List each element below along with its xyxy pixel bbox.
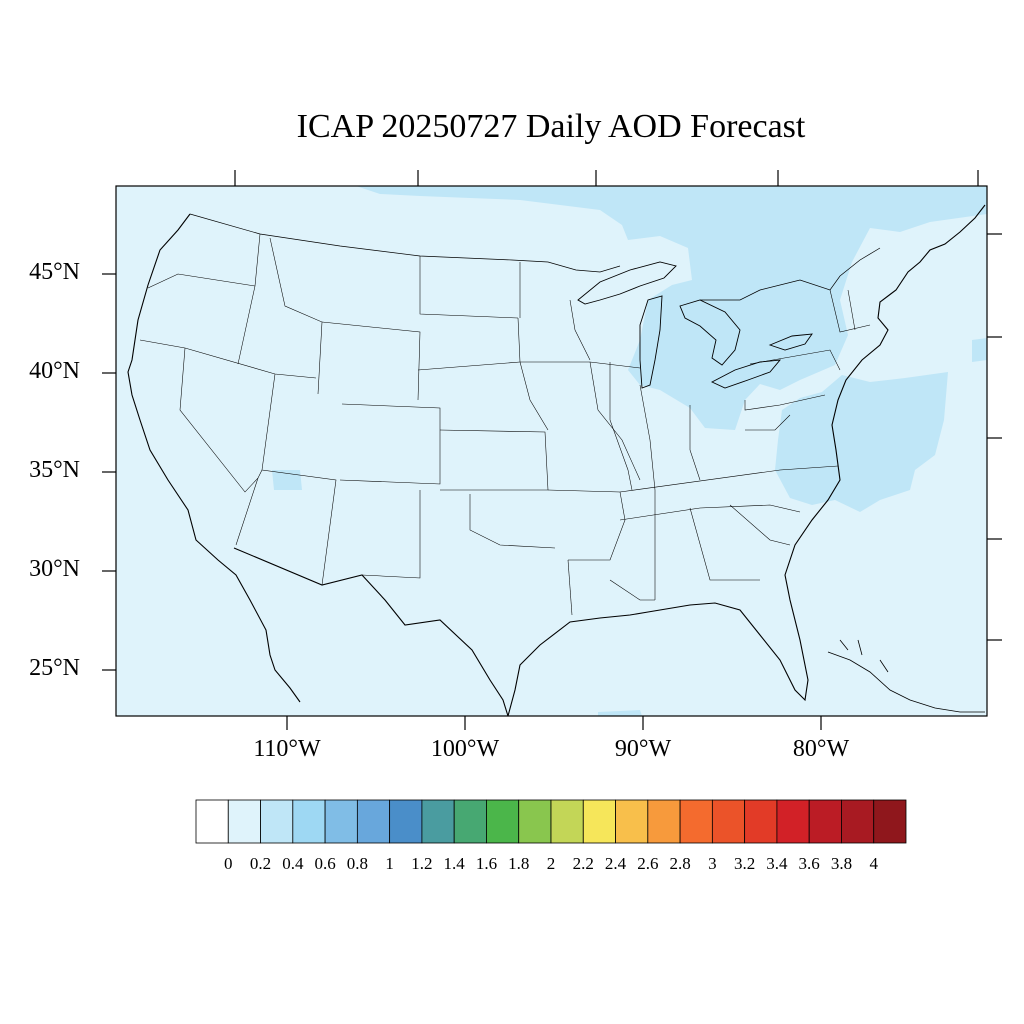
- us-coastline: [127, 204, 986, 716]
- colorbar-box: [518, 799, 552, 844]
- state-boundaries: [127, 204, 986, 716]
- colorbar-box: [776, 799, 810, 844]
- lake-michigan: [639, 295, 663, 389]
- frame-tick-marks: [102, 170, 1002, 730]
- colorbar-box: [679, 799, 713, 844]
- aod-region-arizona: [272, 470, 302, 490]
- colorbar-tick-label: 1.6: [475, 854, 498, 873]
- colorbar-box: [647, 799, 681, 844]
- lon-tick-label: 110°W: [253, 736, 321, 762]
- lon-tick-label: 90°W: [614, 736, 672, 762]
- colorbar-tick-label: 1: [385, 854, 394, 873]
- lat-tick-label: 25°N: [29, 655, 80, 681]
- colorbar-tick-label: 2: [546, 854, 556, 873]
- colorbar-box: [195, 799, 229, 844]
- cuba-outline: [827, 651, 985, 713]
- lat-tick-label: 40°N: [29, 358, 80, 384]
- colorbar-tick-label: 3.2: [734, 854, 756, 873]
- canada-border: [189, 213, 881, 301]
- colorbar-box: [453, 799, 487, 844]
- aod-region-gulf-south: [598, 710, 642, 716]
- aod-region-offshore-ne: [972, 338, 987, 362]
- colorbar-box: [550, 799, 584, 844]
- colorbar-tick-label: 0.4: [282, 854, 304, 873]
- lake-ontario: [768, 333, 813, 351]
- lat-tick-label: 35°N: [29, 457, 80, 483]
- lake-huron: [679, 299, 741, 366]
- lake-erie: [710, 359, 782, 389]
- bahamas-outline: [839, 639, 889, 673]
- colorbar-tick-label: 2.6: [637, 854, 659, 873]
- colorbar-box: [356, 799, 391, 844]
- colorbar-tick-label: 2.8: [669, 854, 691, 873]
- colorbar-tick-label: 0.6: [314, 854, 336, 873]
- colorbar-tick-label: 1.2: [411, 854, 433, 873]
- aod-region-mid-atlantic: [775, 372, 948, 512]
- colorbar-tick-label: 3.6: [798, 854, 820, 873]
- aod-shading-layer: [272, 186, 987, 716]
- colorbar-box: [227, 799, 261, 844]
- colorbar-tick-label: 0.8: [346, 854, 368, 873]
- map-frame: [115, 185, 988, 717]
- colorbar-box: [744, 799, 778, 844]
- colorbar-box: [582, 799, 616, 844]
- colorbar-tick-label: 1.8: [508, 854, 530, 873]
- lake-superior: [577, 261, 677, 305]
- colorbar-tick-label: 1.4: [443, 854, 465, 873]
- lon-tick-label: 100°W: [430, 736, 500, 762]
- colorbar-box: [711, 799, 746, 844]
- figure-title: ICAP 20250727 Daily AOD Forecast: [296, 108, 806, 145]
- colorbar-box: [389, 799, 423, 844]
- colorbar-box: [841, 799, 875, 844]
- colorbar-tick-label: 3: [708, 854, 717, 873]
- aod-region-northern-border: [356, 186, 987, 430]
- lon-tick-label: 80°W: [792, 736, 850, 762]
- colorbar-box: [324, 799, 358, 844]
- colorbar-box: [486, 799, 520, 844]
- colorbar: [195, 799, 907, 844]
- colorbar-box: [421, 799, 455, 844]
- colorbar-tick-label: 2.4: [604, 854, 627, 873]
- interior-state-lines: [139, 233, 871, 616]
- colorbar-box: [873, 799, 907, 844]
- colorbar-tick-label: 0: [224, 854, 233, 873]
- lat-tick-label: 45°N: [29, 259, 80, 285]
- colorbar-box: [260, 799, 294, 844]
- colorbar-tick-label: 3.4: [766, 854, 788, 873]
- colorbar-tick-label: 3.8: [830, 854, 853, 873]
- colorbar-tick-label: 0.2: [249, 854, 272, 873]
- colorbar-box: [292, 799, 326, 844]
- colorbar-box: [615, 799, 649, 844]
- lat-tick-label: 30°N: [29, 556, 80, 582]
- colorbar-tick-label: 4: [869, 854, 878, 873]
- colorbar-tick-label: 2.2: [572, 854, 594, 873]
- colorbar-box: [808, 799, 842, 844]
